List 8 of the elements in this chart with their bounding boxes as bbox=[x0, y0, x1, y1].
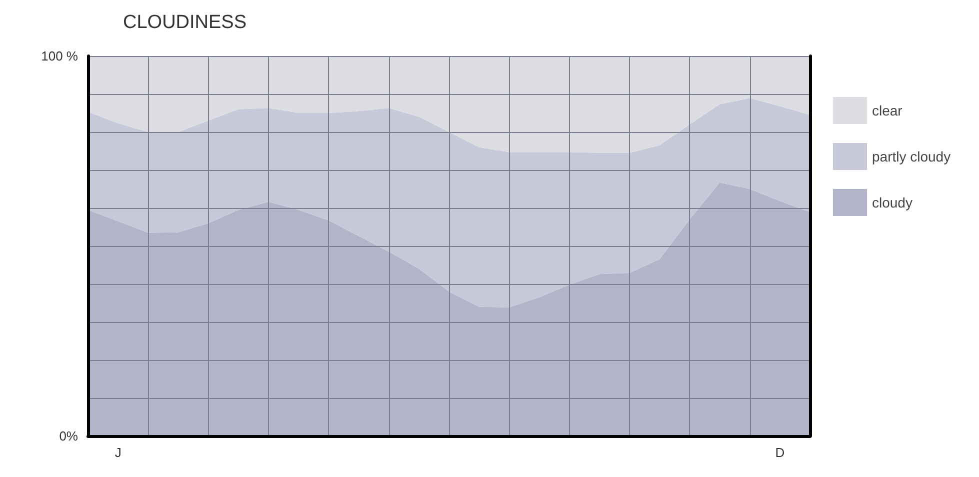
y-tick-label: 0% bbox=[59, 428, 78, 444]
legend-label: partly cloudy bbox=[872, 148, 951, 164]
legend-label: cloudy bbox=[872, 194, 912, 210]
x-tick-label: D bbox=[775, 445, 785, 460]
legend-label: clear bbox=[872, 102, 903, 118]
x-tick-label: J bbox=[114, 445, 122, 460]
chart-title: CLOUDINESS bbox=[123, 12, 247, 33]
y-tick-label: 100 % bbox=[41, 48, 78, 64]
